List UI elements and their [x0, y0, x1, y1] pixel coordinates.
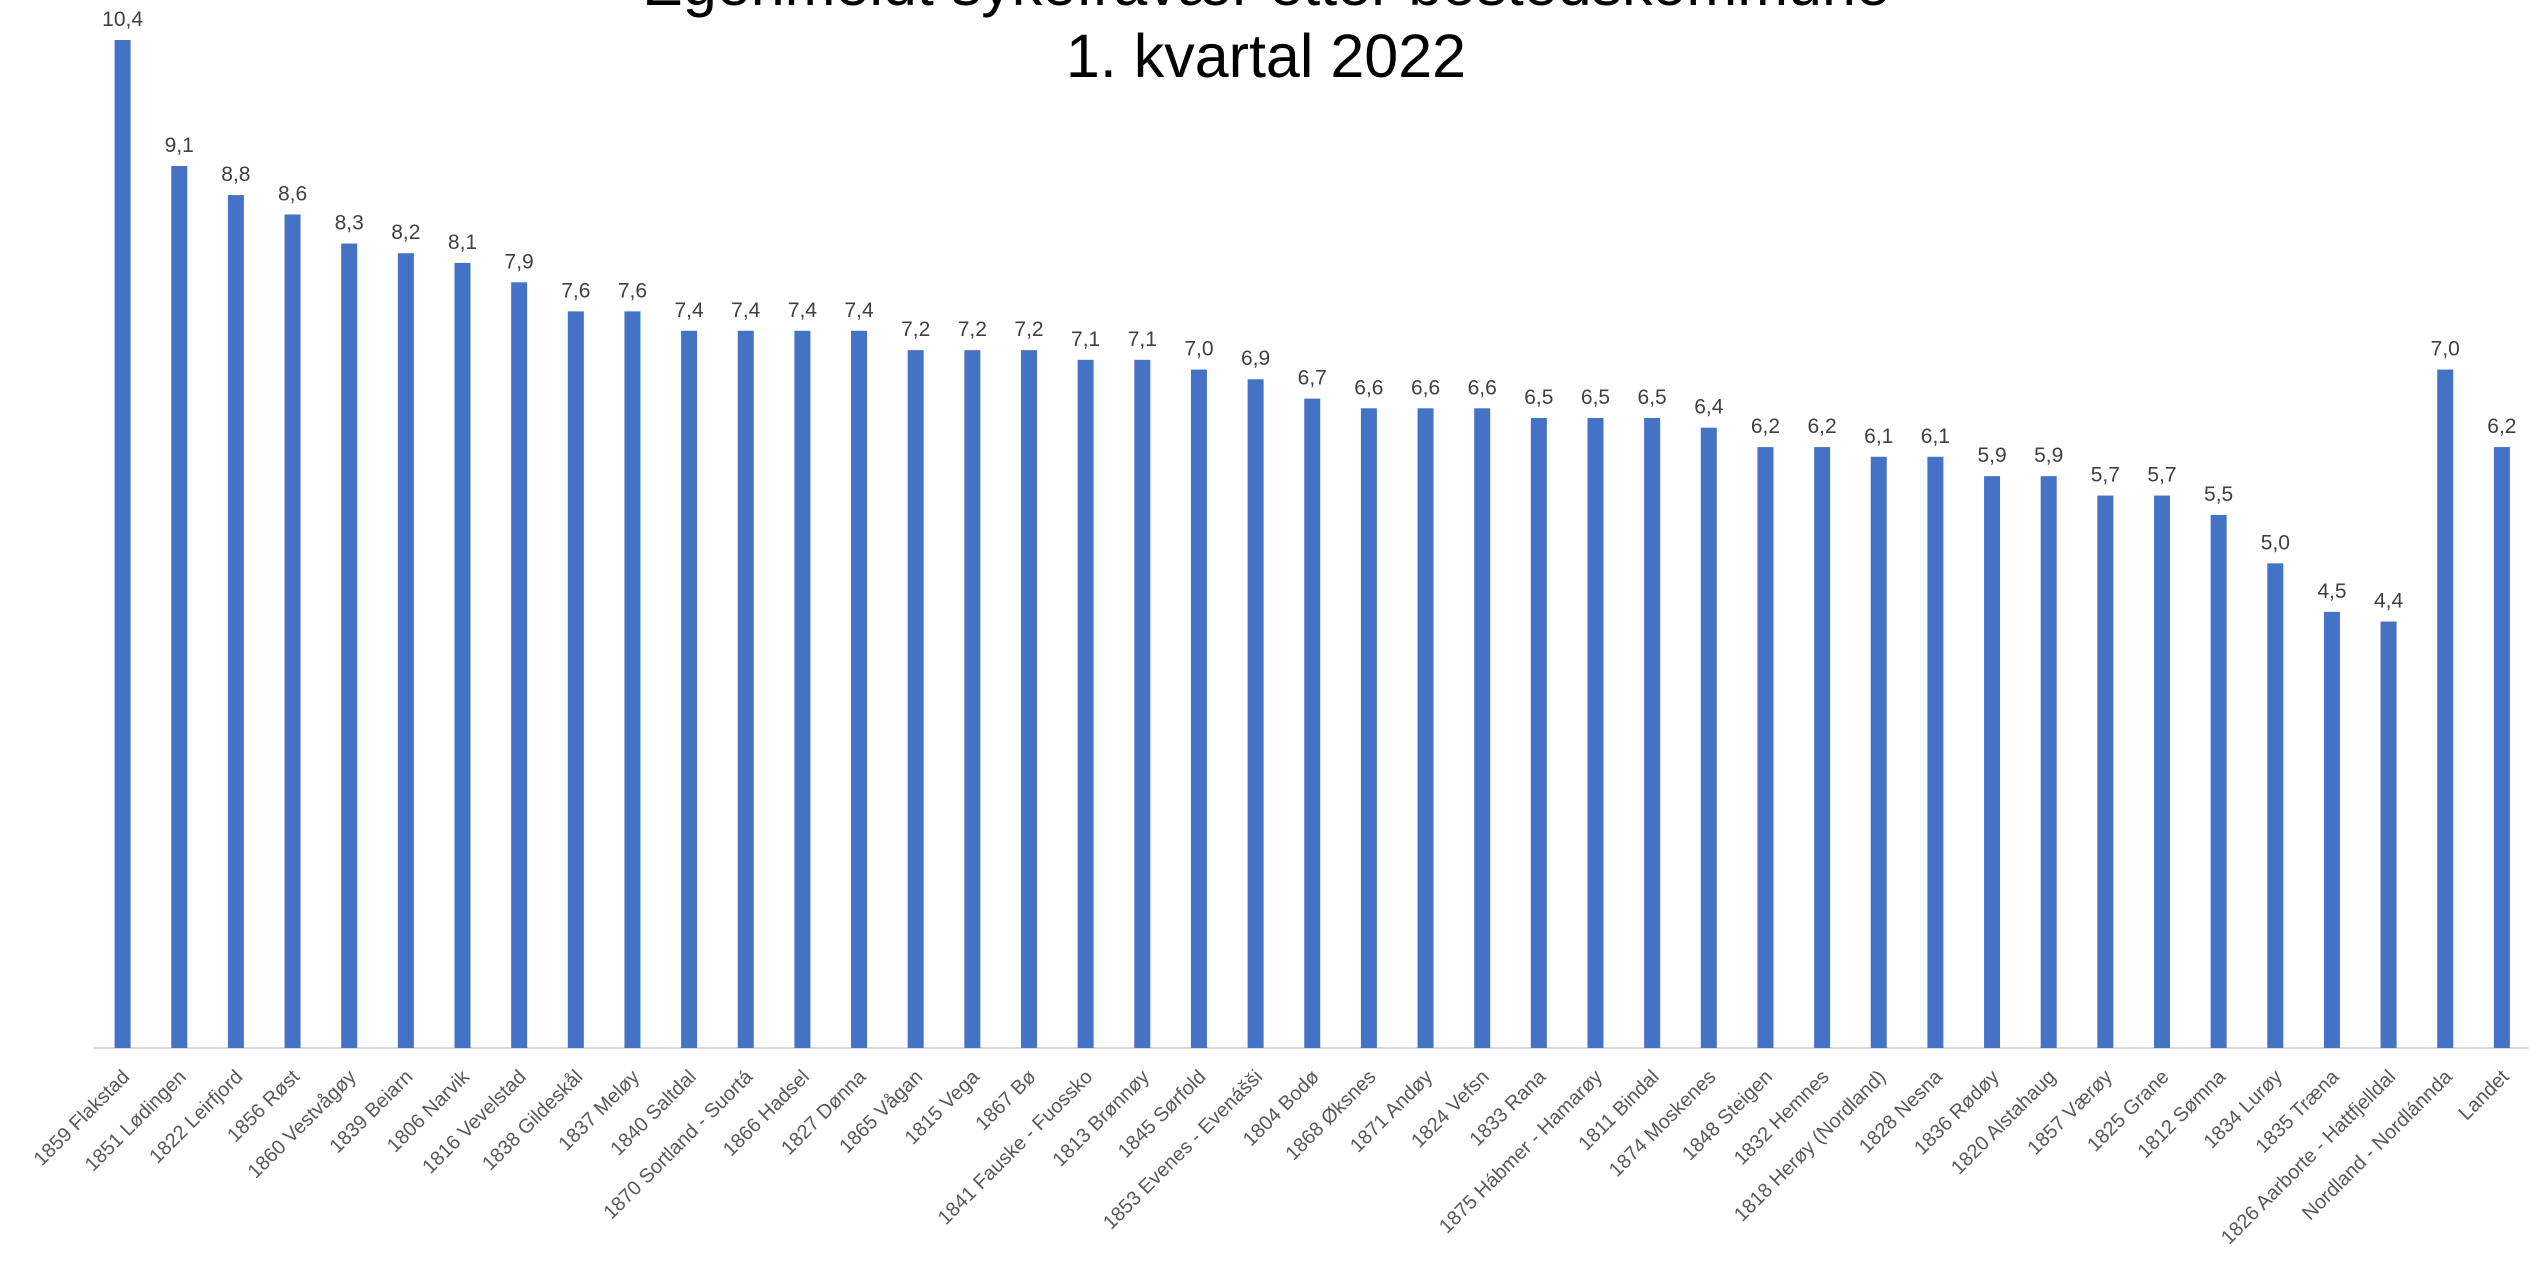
value-label: 4,4 [2374, 590, 2404, 613]
value-label: 5,5 [2204, 483, 2233, 506]
bar [681, 330, 698, 1048]
value-label: 6,6 [1354, 376, 1383, 399]
value-label: 6,6 [1468, 376, 1497, 399]
bar [1247, 379, 1264, 1048]
value-label: 7,4 [844, 299, 874, 322]
bar [2154, 495, 2170, 1048]
value-label: 5,7 [2091, 464, 2120, 487]
bar [624, 311, 641, 1048]
value-label: 6,5 [1638, 386, 1667, 409]
bar [964, 350, 981, 1049]
bar [1757, 447, 1774, 1049]
bar [1700, 427, 1717, 1048]
bar [1644, 418, 1661, 1048]
value-label: 6,9 [1241, 347, 1270, 370]
value-label: 7,2 [901, 318, 930, 341]
bar [1134, 359, 1151, 1048]
value-label: 7,0 [2431, 338, 2460, 361]
bar [2040, 476, 2057, 1049]
bar [1474, 408, 1491, 1048]
value-label: 7,0 [1184, 338, 1213, 361]
bar [397, 253, 414, 1048]
bar [1077, 359, 1094, 1048]
bar [2323, 611, 2340, 1048]
bar [794, 330, 811, 1048]
bar [341, 243, 358, 1049]
chart-title: Egenmeldt sykefravær etter bostedskommun… [642, 0, 1890, 18]
value-label: 8,2 [391, 221, 420, 244]
bar [1190, 369, 1207, 1048]
chart-subtitle: 1. kvartal 2022 [1066, 22, 1466, 90]
value-label: 8,6 [278, 182, 307, 205]
value-label: 6,6 [1411, 376, 1440, 399]
bar [1360, 408, 1377, 1048]
x-tick-label: 1820 Alstahaug [1947, 1066, 2060, 1179]
value-label: 4,5 [2317, 580, 2346, 603]
value-label: 8,8 [221, 163, 250, 186]
bar [1870, 456, 1887, 1048]
value-label: 6,5 [1524, 386, 1553, 409]
bar [2210, 514, 2227, 1048]
bar [1417, 408, 1434, 1048]
x-tick-label: 1838 Gildeskål [478, 1066, 587, 1175]
bar [2380, 621, 2397, 1048]
value-label: 6,2 [1807, 415, 1836, 438]
value-label: 6,2 [1751, 415, 1780, 438]
value-label: 5,7 [2147, 464, 2176, 487]
bar [2097, 495, 2114, 1048]
value-label: 6,7 [1298, 367, 1327, 390]
value-label: 7,1 [1071, 328, 1100, 351]
bar [1021, 350, 1037, 1049]
x-tick-label: 1813 Brønnøy [1049, 1066, 1154, 1171]
x-tick-label: Landet [2455, 1066, 2514, 1125]
value-label: 7,2 [958, 318, 987, 341]
value-label: 6,1 [1864, 425, 1893, 448]
value-label: 10,4 [102, 8, 143, 31]
value-label: 7,2 [1014, 318, 1043, 341]
value-label: 6,4 [1694, 396, 1724, 419]
value-label: 6,5 [1581, 386, 1610, 409]
bar [851, 330, 868, 1048]
value-label: 7,1 [1128, 328, 1157, 351]
bar [1530, 418, 1547, 1048]
bar [1304, 398, 1321, 1049]
bar [1927, 456, 1944, 1048]
value-label: 5,9 [1977, 444, 2006, 467]
bar [2493, 447, 2510, 1049]
bar [2267, 563, 2284, 1048]
bar [737, 330, 754, 1048]
value-label: 8,3 [335, 212, 364, 235]
value-label: 7,6 [561, 279, 590, 302]
bar [511, 282, 528, 1048]
value-label: 6,2 [2487, 415, 2516, 438]
value-label: 7,6 [618, 279, 647, 302]
bar [907, 350, 924, 1049]
value-label: 8,1 [448, 231, 477, 254]
bar [454, 262, 471, 1048]
x-tick-label: 1851 Lødingen [81, 1066, 191, 1176]
bar [567, 311, 584, 1048]
bar [284, 214, 301, 1048]
value-label: 7,4 [788, 299, 818, 322]
value-label: 7,4 [731, 299, 761, 322]
x-tick-label: 1859 Flakstad [30, 1066, 134, 1170]
bar [1587, 418, 1604, 1048]
value-label: 7,4 [674, 299, 704, 322]
bar [1814, 447, 1831, 1049]
bar [227, 195, 244, 1049]
bar [1984, 476, 2001, 1049]
value-label: 5,0 [2261, 531, 2290, 554]
value-label: 6,1 [1921, 425, 1950, 448]
bar [114, 40, 131, 1048]
value-label: 9,1 [165, 134, 194, 157]
x-tick-label: 1816 Vevelstad [418, 1066, 530, 1178]
bar [2437, 369, 2454, 1048]
bar [171, 166, 188, 1048]
value-label: 7,9 [505, 250, 534, 273]
value-label: 5,9 [2034, 444, 2063, 467]
